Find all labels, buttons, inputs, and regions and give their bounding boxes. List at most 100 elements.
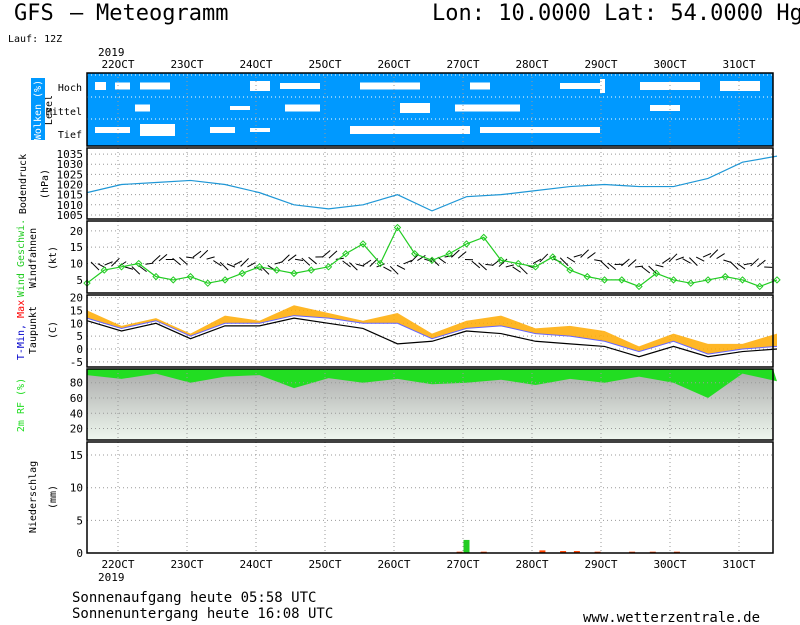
wind-barb	[661, 257, 671, 264]
cloud-label-background	[31, 78, 45, 140]
wind-speed-point	[273, 266, 281, 274]
precip-bar	[560, 551, 567, 553]
wind-barb	[430, 257, 440, 266]
wind-speed-point	[204, 279, 212, 287]
precip-bar	[539, 550, 546, 553]
sunrise-text: Sonnenaufgang heute 05:58 UTC	[72, 590, 316, 606]
wind-barb	[594, 259, 603, 262]
windfahnen-axis-label: Windfahnen	[28, 228, 39, 288]
y-tick-label: 10	[70, 317, 83, 330]
dewpoint-axis-label: Taupunkt	[28, 306, 39, 354]
tmax-area	[87, 305, 777, 355]
wind-barb	[471, 260, 481, 269]
wind-barb	[151, 255, 161, 264]
wind-barb	[573, 254, 582, 258]
y-tick-label: 1005	[57, 209, 84, 222]
clear-sky-patch	[600, 79, 605, 93]
wind-speed-point	[376, 259, 384, 268]
wind-barb	[478, 262, 487, 271]
wind-speed-point	[721, 272, 729, 281]
wind-barb	[199, 249, 209, 259]
wind-barb	[580, 249, 589, 258]
wind-barb	[226, 263, 236, 268]
x-tick-label-bottom: 22OCT	[101, 558, 134, 571]
dewpoint-line	[86, 317, 778, 358]
wind-barb	[491, 259, 501, 267]
panel-frame	[86, 441, 774, 554]
panel-frame	[86, 147, 774, 220]
wind-speed-point	[100, 266, 108, 274]
clear-sky-patch	[250, 81, 270, 91]
precip-axis-label: Niederschlag	[28, 461, 39, 533]
year-bottom: 2019	[98, 571, 125, 584]
wind-speed-point	[221, 276, 229, 284]
temp-axis-label: T-Min, Max	[16, 300, 27, 360]
clear-sky-patch	[470, 82, 490, 90]
title-dash: –	[70, 1, 84, 26]
wind-barb	[281, 254, 290, 263]
wind-barb	[512, 266, 521, 273]
wind-speed-point	[531, 263, 540, 271]
x-tick-label-top: 22OCT	[101, 58, 134, 71]
clear-sky-patch	[140, 82, 170, 90]
wind-barb	[342, 260, 351, 268]
pressure-axis-label: Bodendruck	[18, 154, 29, 214]
wind-barb	[158, 253, 168, 262]
wind-barb	[138, 265, 147, 273]
wind-barb	[186, 256, 195, 259]
wind-barb	[376, 263, 385, 268]
wind-barb	[287, 254, 297, 262]
wind-speed-point	[290, 269, 298, 278]
wind-speed-point	[117, 263, 126, 271]
wind-barb	[356, 263, 365, 267]
wind-barb	[743, 262, 752, 266]
run-label: Lauf: 12Z	[8, 34, 62, 45]
x-tick-label-top: 24OCT	[239, 58, 272, 71]
wind-barb	[559, 257, 569, 267]
wind-barb	[301, 257, 311, 266]
x-tick-label-bottom: 23OCT	[170, 558, 203, 571]
clear-sky-patch	[455, 104, 520, 112]
wind-barb	[403, 259, 412, 265]
wind-speed-point	[135, 259, 143, 268]
wind-speed-point	[687, 279, 695, 287]
sunset-text: Sonnenuntergang heute 16:08 UTC	[72, 606, 333, 622]
y-tick-label: 1030	[57, 158, 84, 171]
wind-barb	[648, 265, 657, 275]
wind-speed-point	[669, 276, 678, 284]
x-tick-label-bottom: 24OCT	[239, 558, 272, 571]
wind-barb	[321, 250, 331, 258]
pressure-line	[86, 155, 778, 212]
clear-sky-patch	[135, 104, 150, 112]
wind-speed-point	[480, 233, 488, 242]
humidity-area	[87, 369, 777, 399]
wind-barb	[655, 264, 664, 268]
precip-bar	[573, 551, 580, 553]
wind-speed-point	[324, 263, 333, 271]
wind-barb	[675, 256, 684, 261]
panel-frame	[86, 368, 774, 441]
x-tick-label-top: 27OCT	[446, 58, 479, 71]
x-tick-label-bottom: 30OCT	[653, 558, 686, 571]
clear-sky-patch	[400, 103, 430, 113]
y-tick-label: 80	[70, 377, 83, 390]
wind-barb	[729, 261, 739, 270]
level-label-low: Tief	[58, 130, 82, 141]
x-tick-label-top: 29OCT	[584, 58, 617, 71]
y-tick-label: 0	[76, 343, 83, 356]
cloud-axis-label: Wolken (%)	[33, 80, 44, 140]
wind-barb	[247, 262, 256, 268]
x-tick-label-bottom: 26OCT	[377, 558, 410, 571]
y-tick-label: 1015	[57, 189, 84, 202]
level-axis-label: Level	[44, 95, 55, 125]
wind-speed-point	[307, 266, 315, 274]
wind-barb	[627, 259, 637, 268]
wind-speed-point	[566, 266, 574, 274]
x-tick-label-top: 23OCT	[170, 58, 203, 71]
clear-sky-patch	[285, 104, 320, 112]
tmin-line	[86, 315, 778, 355]
wind-barb	[396, 264, 406, 270]
wind-speed-point	[255, 263, 264, 271]
y-tick-label: 10	[70, 482, 83, 495]
